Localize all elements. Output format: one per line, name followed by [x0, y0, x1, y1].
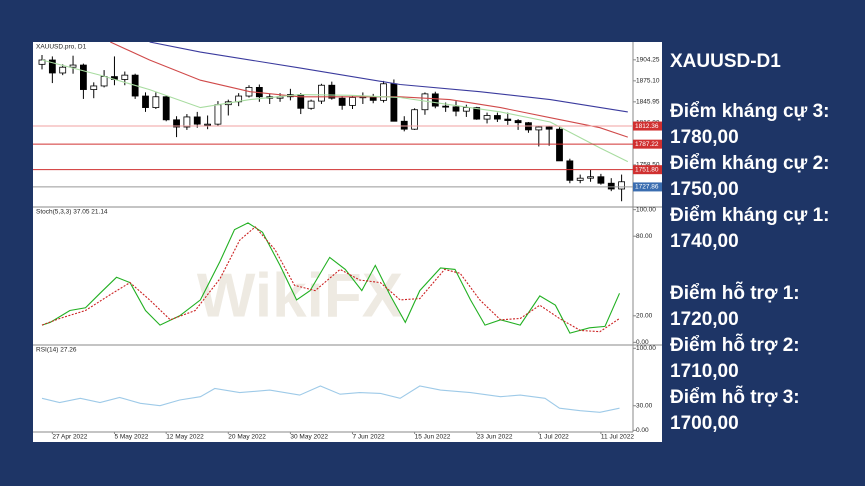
candle-body — [69, 64, 77, 68]
y-tick-label: 1845.95 — [636, 99, 660, 106]
indicator-line — [41, 226, 620, 333]
y-tick-label: 0.00 — [636, 427, 649, 434]
level-value: 1700,00 — [670, 413, 739, 434]
y-tick-label: 1758.50 — [636, 162, 660, 169]
candle-body — [349, 97, 356, 106]
y-tick-label: 0.00 — [636, 339, 649, 346]
level-value: 1710,00 — [670, 361, 739, 382]
candle-body — [597, 176, 605, 184]
candle-body — [411, 109, 419, 130]
indicator-line — [41, 385, 620, 413]
candle-body — [493, 115, 501, 120]
candle-body — [90, 85, 98, 90]
level-value: 1720,00 — [670, 309, 739, 330]
candle-body — [307, 100, 315, 109]
y-tick-label: 80.00 — [636, 233, 653, 240]
candle-body — [59, 66, 67, 74]
candle-body — [121, 74, 129, 80]
y-tick-label: 1904.25 — [636, 57, 660, 64]
candle-body — [618, 181, 625, 190]
level-label: 1751.80 — [635, 166, 659, 173]
y-tick-label: 100.00 — [636, 206, 656, 213]
x-tick-label: 30 May 2022 — [290, 434, 328, 441]
plot-area — [41, 222, 621, 334]
x-tick-label: 15 Jun 2022 — [415, 434, 451, 441]
candle-body — [173, 119, 180, 128]
candle-body — [452, 106, 460, 112]
x-tick-label: 12 May 2022 — [166, 434, 204, 441]
candle-body — [514, 120, 522, 124]
candle-body — [587, 176, 594, 179]
x-tick-label: 5 May 2022 — [114, 434, 148, 441]
candle-body — [338, 97, 346, 106]
candle-body — [48, 59, 56, 74]
candle-body — [462, 107, 470, 112]
level-name: Điểm hỗ trợ 1: — [670, 282, 800, 304]
level-name: Điểm kháng cự 1: — [670, 205, 829, 226]
level-tag — [633, 139, 662, 149]
panel-title: RSI(14) 27.26 — [36, 347, 77, 354]
candle-body — [318, 84, 325, 102]
candle-body — [390, 83, 398, 122]
level-label: 1727.86 — [635, 184, 659, 191]
candle-body — [545, 126, 553, 130]
y-tick-label: 100.00 — [636, 345, 656, 352]
candle-body — [193, 116, 201, 125]
candle-body — [566, 160, 574, 181]
candle-body — [328, 84, 336, 99]
candle-body — [535, 126, 543, 131]
candle-body — [142, 95, 149, 108]
chart-background — [33, 42, 662, 442]
level-value: 1740,00 — [670, 231, 739, 252]
x-tick-label: 11 Jul 2022 — [601, 434, 635, 441]
candle-body — [504, 118, 512, 121]
candle-body — [204, 123, 212, 126]
level-name: Điểm kháng cự 2: — [670, 153, 829, 174]
candle-body — [483, 115, 491, 120]
indicator-line — [110, 42, 628, 138]
level-value: 1780,00 — [670, 127, 739, 148]
level-label: 1812.36 — [635, 123, 659, 130]
level-tag — [633, 165, 662, 175]
candle-body — [442, 105, 450, 108]
x-tick-label: 27 Apr 2022 — [52, 434, 87, 441]
indicator-line — [41, 59, 629, 163]
level-tag — [633, 182, 662, 192]
candle-body — [400, 120, 408, 130]
y-tick-label: 20.00 — [636, 313, 653, 320]
candle-body — [607, 182, 615, 190]
candle-body — [473, 107, 481, 120]
y-tick-label: 30.00 — [636, 402, 653, 409]
side-title: XAUUSD-D1 — [670, 51, 781, 72]
candle-body — [214, 104, 222, 125]
x-tick-label: 23 Jun 2022 — [477, 434, 513, 441]
candle-body — [380, 83, 387, 101]
x-tick-label: 1 Jul 2022 — [539, 434, 569, 441]
panel-title: XAUUSD.pro, D1 — [36, 44, 87, 51]
candle-body — [183, 116, 191, 128]
indicator-line — [149, 42, 628, 113]
x-tick-label: 7 Jun 2022 — [353, 434, 386, 441]
watermark: WikiFX — [197, 261, 403, 330]
level-value: 1750,00 — [670, 179, 739, 200]
candle-body — [152, 96, 160, 108]
level-tag — [633, 121, 662, 131]
x-tick-label: 20 May 2022 — [228, 434, 266, 441]
candle-body — [556, 128, 563, 162]
candle-body — [576, 177, 584, 181]
level-label: 1787.22 — [635, 141, 659, 148]
candle-body — [100, 76, 108, 87]
plot-area — [38, 42, 629, 202]
level-name: Điểm hỗ trợ 3: — [670, 386, 800, 408]
y-tick-label: 1875.10 — [636, 78, 660, 85]
candle-body — [162, 96, 170, 121]
level-name: Điểm kháng cự 3: — [670, 101, 829, 122]
panel-title: Stoch(5,3,3) 37.05 21.14 — [36, 209, 108, 216]
candle-body — [80, 64, 87, 90]
candle-body — [431, 93, 439, 107]
plot-area — [41, 385, 620, 413]
level-name: Điểm hỗ trợ 2: — [670, 334, 800, 356]
